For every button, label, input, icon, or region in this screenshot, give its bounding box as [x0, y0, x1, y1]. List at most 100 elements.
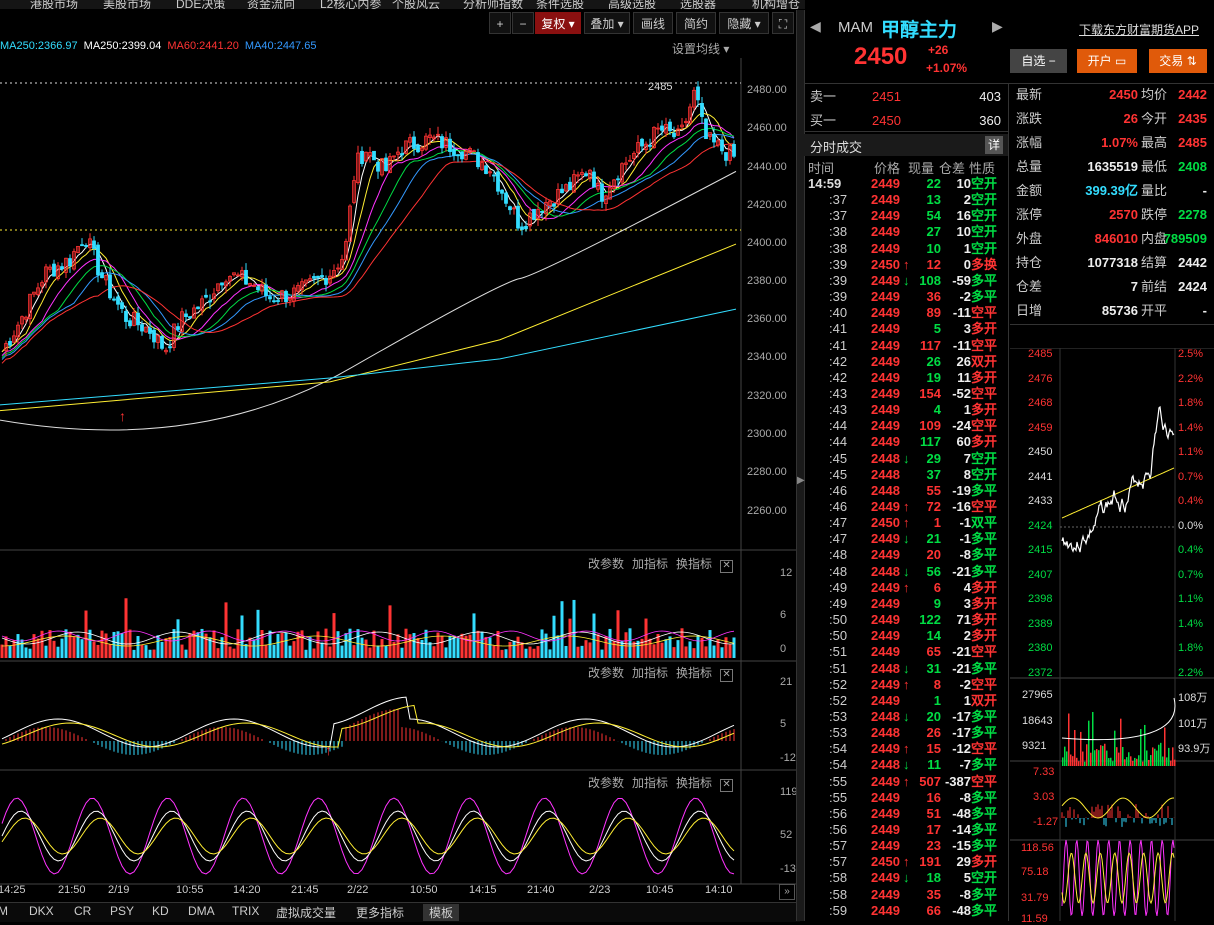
volume-bar: [340, 645, 344, 658]
change-params-button[interactable]: 改参数: [588, 666, 625, 680]
indicator-tab[interactable]: 更多指标: [356, 906, 405, 920]
candle-body: [628, 159, 632, 162]
add-indicator-button[interactable]: 加指标: [632, 776, 669, 790]
watchlist-button[interactable]: 自选 −: [1010, 49, 1067, 73]
tick-volume: 117: [920, 434, 941, 450]
tick-nature: 多平: [971, 531, 998, 547]
tick-row: :55 2449 ↑ 507 -387 空平: [804, 774, 1000, 790]
indicator-tab[interactable]: M: [0, 904, 8, 918]
top-menu-item[interactable]: 个股风云: [392, 0, 441, 9]
overlay-dropdown[interactable]: 叠加 ▾: [584, 12, 630, 34]
volume-bar: [648, 638, 652, 658]
tick-row: :40 2449 89 -11 空平: [804, 305, 1000, 321]
tick-oi-change: 71: [956, 612, 971, 628]
volume-bar: [656, 634, 660, 658]
mini-price-label: 2407: [1028, 568, 1053, 581]
prev-contract-icon[interactable]: ◀: [810, 18, 821, 34]
macd-panel-tools: 改参数 加指标 换指标 ✕: [588, 664, 741, 682]
tick-oi-change: -12: [952, 741, 971, 757]
candle-body: [684, 120, 688, 124]
candle-body: [140, 324, 144, 332]
stat-label: 金额: [1016, 183, 1043, 198]
simple-mode-button[interactable]: 简约: [676, 12, 716, 34]
indicator-tab[interactable]: CR: [74, 904, 92, 918]
tick-oi-change: -2: [959, 289, 971, 305]
change-params-button[interactable]: 改参数: [588, 557, 625, 571]
top-menu-item[interactable]: 港股市场: [30, 0, 79, 9]
mini-volume-bar: [1080, 731, 1082, 766]
draw-line-button[interactable]: 画线: [633, 12, 673, 34]
indicator-tab[interactable]: DMA: [188, 904, 215, 918]
indicator-tab[interactable]: DKX: [29, 904, 54, 918]
candle-body: [128, 320, 132, 327]
top-menu-item[interactable]: 条件选股: [536, 0, 585, 9]
trade-button[interactable]: 交易 ⇅: [1149, 49, 1207, 73]
next-contract-icon[interactable]: ▶: [992, 18, 1003, 34]
volume-bar: [328, 646, 332, 658]
top-menu-item[interactable]: 分析师指数: [463, 0, 524, 9]
indicator-tab[interactable]: TRIX: [232, 904, 260, 918]
candle-body: [168, 346, 172, 349]
mini-volume-bar: [1120, 718, 1122, 766]
volume-bar: [144, 645, 148, 658]
indicator-tab[interactable]: KD: [152, 904, 169, 918]
collapse-arrow-icon[interactable]: ▶: [797, 475, 805, 486]
zoom-out-button[interactable]: −: [512, 12, 534, 34]
volume-bar: [636, 640, 640, 658]
indicator-tab[interactable]: 模板: [423, 904, 460, 921]
zoom-in-button[interactable]: +: [489, 12, 511, 34]
add-indicator-button[interactable]: 加指标: [632, 666, 669, 680]
add-indicator-button[interactable]: 加指标: [632, 557, 669, 571]
indicator-tab[interactable]: PSY: [110, 904, 135, 918]
volume-bar: [272, 644, 276, 658]
candle-body: [720, 139, 724, 152]
top-menu-item[interactable]: L2核心内参: [320, 0, 382, 9]
close-panel-icon[interactable]: ✕: [720, 560, 734, 573]
close-panel-icon[interactable]: ✕: [720, 779, 734, 792]
ticks-detail-button[interactable]: 详: [985, 136, 1003, 154]
tick-row: :39 2449 ↓ 108 -59 多平: [804, 273, 1000, 289]
tick-nature: 多平: [971, 547, 998, 563]
change-params-button[interactable]: 改参数: [588, 776, 625, 790]
open-account-button[interactable]: 开户 ▭: [1077, 49, 1137, 73]
switch-indicator-button[interactable]: 换指标: [676, 666, 713, 680]
volume-bar: [476, 630, 480, 658]
tick-nature: 双开: [971, 692, 998, 708]
top-menu-item[interactable]: 机构增仓: [752, 0, 801, 9]
tick-price: 2448: [871, 482, 900, 498]
hide-dropdown[interactable]: 隐藏 ▾: [719, 12, 769, 34]
volume-bar: [588, 642, 592, 658]
volume-bar: [688, 641, 692, 658]
indicator-tab[interactable]: 虚拟成交量: [276, 906, 337, 920]
time-axis-label: 10:50: [410, 884, 438, 896]
kline-chart-area[interactable]: ↑↑: [0, 58, 796, 902]
tick-oi-change: 11: [957, 369, 971, 385]
fuquan-dropdown[interactable]: 复权 ▾: [535, 12, 581, 34]
time-axis-label: 14:15: [469, 884, 497, 896]
tick-time: :48: [829, 547, 848, 563]
arrow-down-icon: ↓: [903, 870, 910, 886]
top-menu-item[interactable]: 资金流向: [247, 0, 296, 9]
top-menu-item[interactable]: 美股市场: [103, 0, 152, 9]
switch-indicator-button[interactable]: 换指标: [676, 557, 713, 571]
tick-oi-change: 29: [956, 854, 971, 870]
top-menu-item[interactable]: DDE决策: [176, 0, 226, 9]
scroll-right-icon[interactable]: »: [779, 884, 795, 900]
mini-volume-bar: [1112, 761, 1114, 766]
tick-oi-change: 4: [963, 579, 971, 595]
volume-bar: [284, 632, 288, 658]
candle-body: [56, 265, 60, 280]
top-menu-item[interactable]: 高级选股: [608, 0, 657, 9]
intraday-mini-chart[interactable]: [1010, 348, 1214, 921]
volume-bar: [108, 644, 112, 658]
panel-splitter[interactable]: ▶: [796, 10, 805, 921]
close-panel-icon[interactable]: ✕: [720, 669, 734, 682]
tick-time: :52: [829, 692, 848, 708]
candle-body: [632, 152, 636, 159]
tick-volume: 14: [926, 628, 941, 644]
top-menu-item[interactable]: 选股器: [680, 0, 717, 9]
fullscreen-icon[interactable]: ⛶: [772, 12, 794, 34]
download-app-link[interactable]: 下载东方财富期货APP: [1079, 23, 1200, 37]
set-ma-button[interactable]: 设置均线 ▾: [672, 42, 730, 56]
switch-indicator-button[interactable]: 换指标: [676, 776, 713, 790]
